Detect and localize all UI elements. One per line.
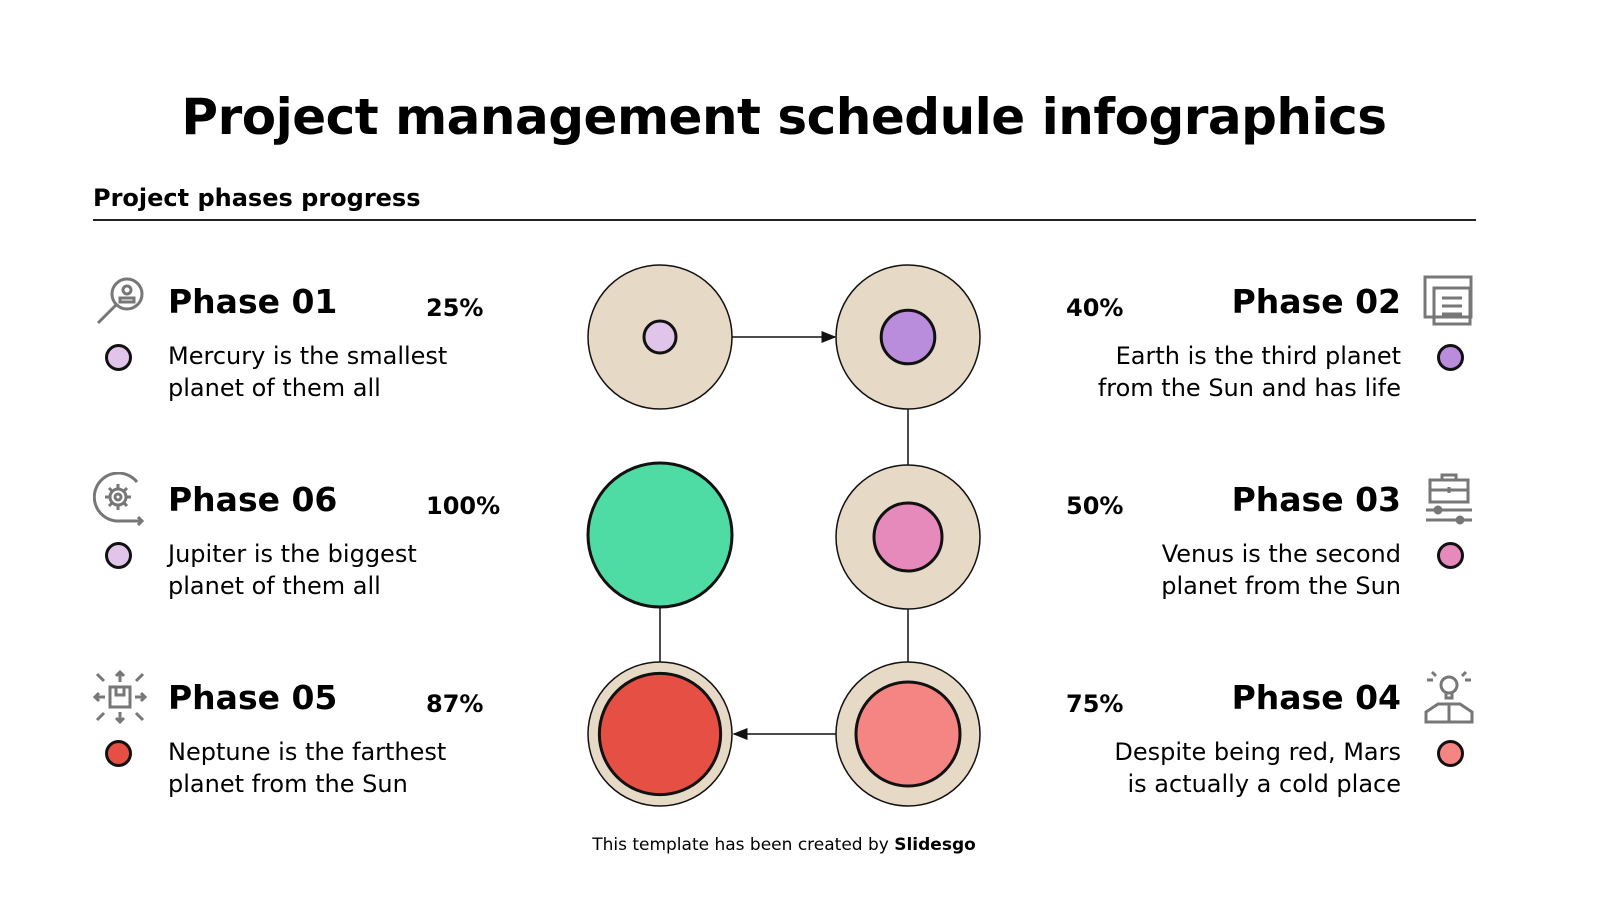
phase-percent: 40% bbox=[1066, 294, 1124, 322]
phase-02: Phase 02 40% Earth is the third planet fr… bbox=[1066, 275, 1476, 422]
phase-name: Phase 04 bbox=[1231, 678, 1401, 717]
phase-description: Earth is the third planet from the Sun an… bbox=[1097, 342, 1401, 402]
progress-fill bbox=[879, 308, 937, 366]
phase-05: Phase 05 87% Neptune is the farthest plan… bbox=[93, 670, 533, 818]
magnifier-user-icon bbox=[96, 277, 144, 325]
lightbulb-person-icon bbox=[1424, 670, 1474, 724]
phase-03: Phase 03 50% Venus is the second planet f… bbox=[1066, 473, 1476, 620]
document-icon bbox=[1423, 275, 1473, 326]
phase-name: Phase 06 bbox=[168, 480, 338, 519]
progress-fill bbox=[854, 680, 962, 788]
phase-06: Phase 06 100% Jupiter is the biggest plan… bbox=[93, 472, 533, 620]
box-arrows-icon bbox=[93, 670, 147, 724]
phase-percent: 25% bbox=[426, 294, 484, 322]
phase-description: Despite being red, Mars is actually a col… bbox=[1114, 738, 1401, 798]
phase-percent: 100% bbox=[426, 492, 501, 520]
phase-description: Mercury is the smallest planet of them al… bbox=[168, 342, 448, 402]
phase-percent: 75% bbox=[1066, 690, 1124, 718]
phase-color-dot bbox=[1437, 344, 1464, 371]
phase-01: Phase 01 25% Mercury is the smallest plan… bbox=[93, 277, 533, 422]
section-subtitle: Project phases progress bbox=[93, 184, 421, 212]
phase-percent: 50% bbox=[1066, 492, 1124, 520]
phase-color-dot bbox=[1437, 740, 1464, 767]
footer-credit: This template has been created by Slides… bbox=[592, 835, 976, 855]
phase-04: Phase 04 75% Despite being red, Mars is a… bbox=[1066, 670, 1476, 818]
gear-cycle-icon bbox=[93, 472, 145, 526]
phase-color-dot bbox=[105, 740, 132, 767]
progress-fill bbox=[597, 671, 723, 797]
phase-name: Phase 05 bbox=[168, 678, 338, 717]
progress-fill bbox=[872, 501, 944, 573]
brand-name: Slidesgo bbox=[894, 835, 976, 855]
phase-color-dot bbox=[1437, 542, 1464, 569]
phase-name: Phase 03 bbox=[1231, 480, 1401, 519]
phase-description: Venus is the second planet from the Sun bbox=[1161, 540, 1401, 600]
briefcase-sliders-icon bbox=[1426, 473, 1472, 525]
phase-description: Jupiter is the biggest planet of them all bbox=[168, 540, 417, 600]
phase-percent: 87% bbox=[426, 690, 484, 718]
phase-color-dot bbox=[105, 542, 132, 569]
progress-fill bbox=[586, 461, 734, 609]
phase-name: Phase 02 bbox=[1231, 282, 1401, 321]
phase-name: Phase 01 bbox=[168, 282, 338, 321]
divider bbox=[93, 219, 1476, 221]
page-title: Project management schedule infographics bbox=[181, 88, 1387, 146]
phase-color-dot bbox=[105, 344, 132, 371]
progress-fill bbox=[642, 319, 678, 355]
phase-description: Neptune is the farthest planet from the S… bbox=[168, 738, 447, 798]
